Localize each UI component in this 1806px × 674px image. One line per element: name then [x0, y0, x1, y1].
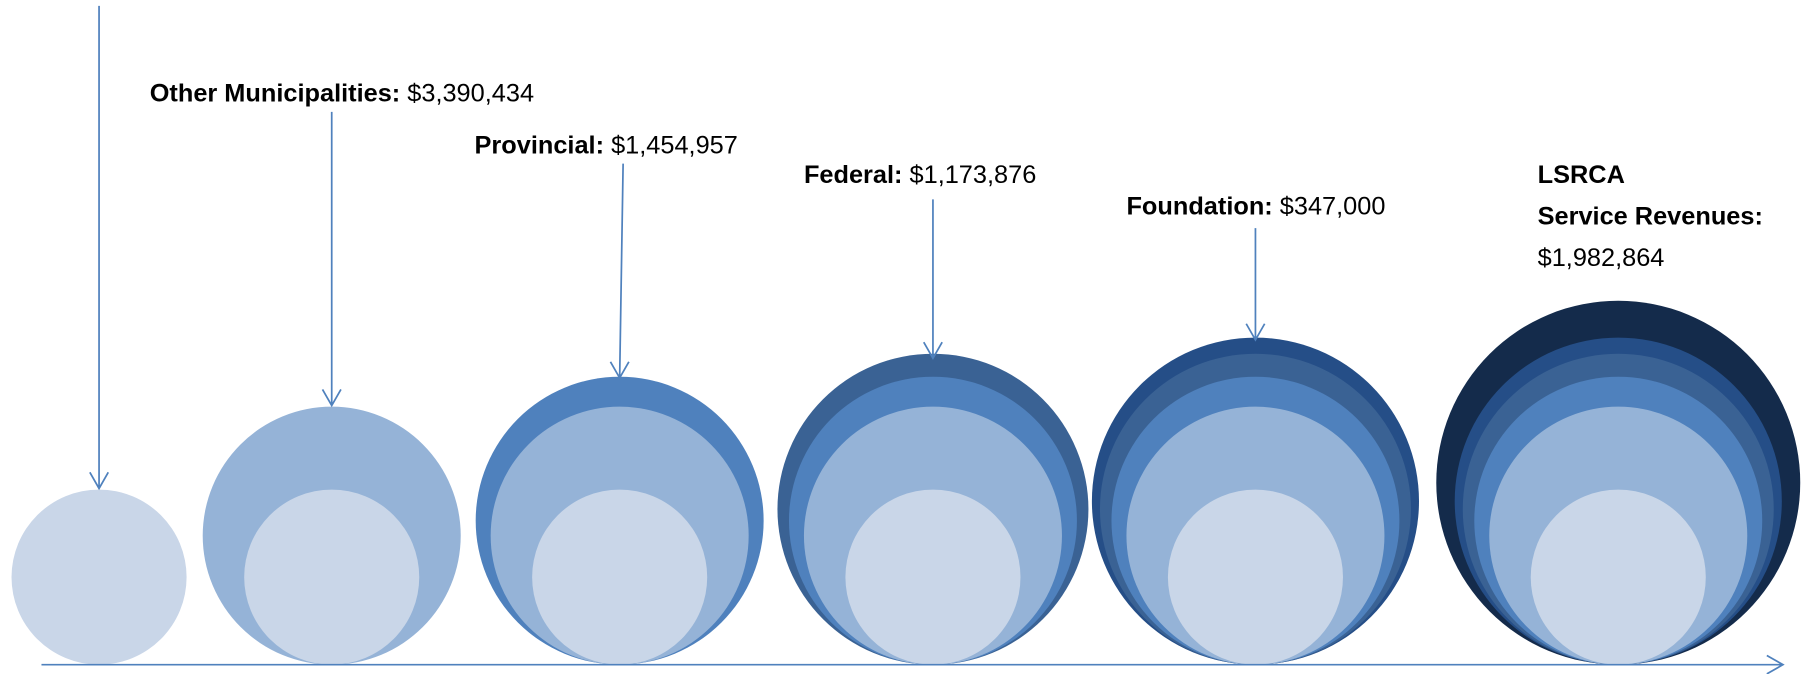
label-name: Provincial:	[475, 131, 605, 159]
label: Foundation: $347,000	[1126, 192, 1385, 220]
circle	[1167, 489, 1343, 665]
arrows	[41, 5, 1785, 674]
arrow	[321, 111, 342, 408]
label-name: LSRCA	[1538, 161, 1625, 189]
circle	[11, 489, 187, 665]
label-amount: $3,390,434	[407, 79, 534, 107]
circle	[845, 489, 1021, 665]
circles	[11, 300, 1801, 665]
axis-arrow	[41, 654, 1785, 674]
label-name: Service Revenues:	[1538, 203, 1763, 231]
label-amount: $1,982,864	[1538, 244, 1665, 272]
arrow	[1245, 228, 1266, 342]
label: Other Municipalities: $3,390,434	[150, 79, 534, 107]
arrow	[922, 199, 943, 361]
label-name: Other Municipalities:	[150, 79, 401, 107]
label-name: Federal:	[804, 161, 903, 189]
label-amount: $1,454,957	[611, 131, 738, 159]
label-amount: $347,000	[1280, 192, 1386, 220]
circle	[244, 489, 420, 665]
arrow	[609, 163, 630, 380]
circle	[1530, 489, 1706, 665]
label-name: Foundation:	[1126, 192, 1272, 220]
circle	[532, 489, 708, 665]
arrow	[89, 5, 110, 491]
label: Provincial: $1,454,957	[475, 131, 738, 159]
label-amount: $1,173,876	[910, 161, 1037, 189]
label: Federal: $1,173,876	[804, 161, 1036, 189]
